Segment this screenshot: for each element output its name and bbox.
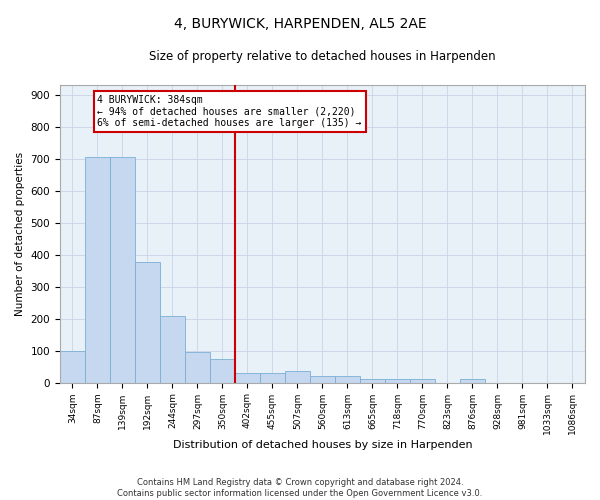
Bar (310, 376, 335, 382)
Y-axis label: Number of detached properties: Number of detached properties (15, 152, 25, 316)
Title: Size of property relative to detached houses in Harpenden: Size of property relative to detached ho… (149, 50, 496, 63)
Bar (185, 352, 210, 382)
Bar (285, 372, 310, 382)
Text: 4 BURYWICK: 384sqm
← 94% of detached houses are smaller (2,220)
6% of semi-detac: 4 BURYWICK: 384sqm ← 94% of detached hou… (97, 94, 362, 128)
Bar (135, 262, 160, 382)
Text: 4, BURYWICK, HARPENDEN, AL5 2AE: 4, BURYWICK, HARPENDEN, AL5 2AE (173, 18, 427, 32)
Bar (210, 358, 235, 382)
Bar (410, 380, 435, 382)
Bar (260, 373, 285, 382)
Bar (360, 380, 385, 382)
X-axis label: Distribution of detached houses by size in Harpenden: Distribution of detached houses by size … (173, 440, 472, 450)
Bar (85, 156, 110, 382)
Bar (335, 376, 360, 382)
Bar (385, 380, 410, 382)
Bar (60, 350, 85, 382)
Bar (160, 316, 185, 382)
Text: Contains HM Land Registry data © Crown copyright and database right 2024.
Contai: Contains HM Land Registry data © Crown c… (118, 478, 482, 498)
Bar (110, 156, 135, 382)
Bar (460, 380, 485, 382)
Bar (235, 373, 260, 382)
